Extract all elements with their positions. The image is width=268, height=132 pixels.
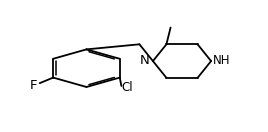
Text: Cl: Cl	[122, 81, 133, 95]
Text: F: F	[30, 79, 38, 91]
Text: NH: NH	[213, 54, 231, 67]
Text: N: N	[140, 54, 150, 67]
